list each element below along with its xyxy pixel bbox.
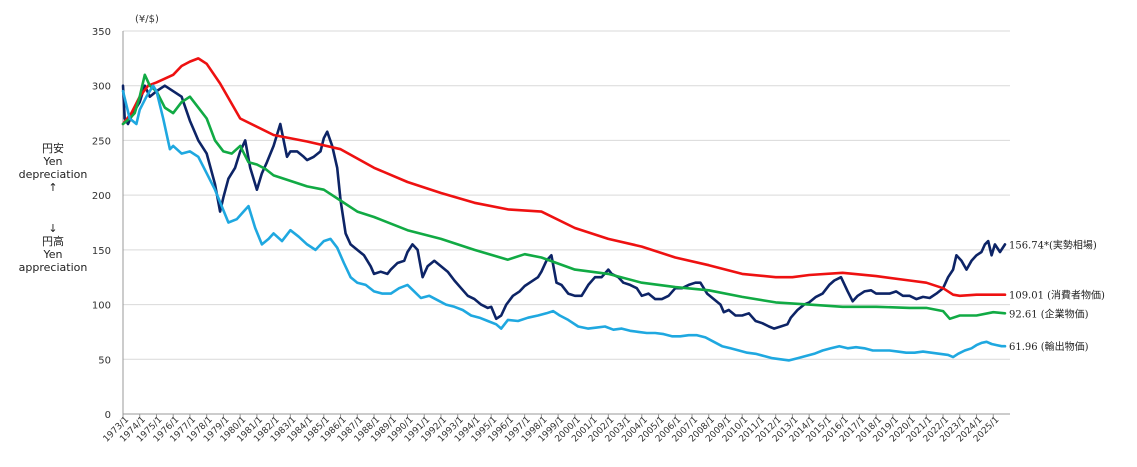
- series-end-label-export: 61.96 (輸出物価): [1009, 340, 1089, 353]
- series-line-actual: [121, 84, 1007, 330]
- y-unit-label: (¥/$): [135, 14, 159, 25]
- y-tick-label: 0: [105, 410, 111, 421]
- y-tick-label: 250: [92, 136, 111, 147]
- y-axis-tick-labels: 0 50 100 150 200 250 300 350: [92, 27, 111, 421]
- y-tick-label: 350: [92, 27, 111, 38]
- depreciation-en1: Yen: [43, 155, 63, 168]
- y-tick-label: 50: [98, 355, 111, 366]
- down-arrow-icon: ↓: [48, 222, 58, 235]
- series-end-label-corporate: 92.61 (企業物価): [1009, 307, 1089, 320]
- x-axis-tick-labels: 1973/11974/11975/11976/11977/11978/11979…: [102, 414, 1001, 445]
- series-line-corporate: [121, 73, 1007, 321]
- series-line-export: [121, 84, 1007, 362]
- series-line-consumer: [121, 57, 1007, 298]
- depreciation-jp: 円安: [42, 142, 64, 155]
- y-tick-label: 150: [92, 246, 111, 257]
- y-tick-label: 100: [92, 301, 111, 312]
- up-arrow-icon: ↑: [48, 181, 58, 194]
- series-end-label-consumer: 109.01 (消費者物価): [1009, 289, 1105, 302]
- y-tick-label: 200: [92, 191, 111, 202]
- y-tick-label: 300: [92, 82, 111, 93]
- appreciation-jp: 円高: [42, 235, 64, 248]
- appreciation-en2: appreciation: [18, 261, 88, 274]
- depreciation-en2: depreciation: [18, 168, 88, 181]
- appreciation-en1: Yen: [43, 248, 63, 261]
- series-end-labels: 156.74*(実勢相場) 109.01 (消費者物価) 92.61 (企業物価) 6…: [1009, 238, 1105, 353]
- series-end-label-actual: 156.74*(実勢相場): [1009, 238, 1097, 251]
- series-lines: [121, 57, 1007, 362]
- gridlines: [123, 30, 1010, 360]
- yen-depreciation-label: 円安 Yen depreciation ↑: [0, 142, 106, 194]
- yen-appreciation-label: ↓ 円高 Yen appreciation: [0, 222, 106, 274]
